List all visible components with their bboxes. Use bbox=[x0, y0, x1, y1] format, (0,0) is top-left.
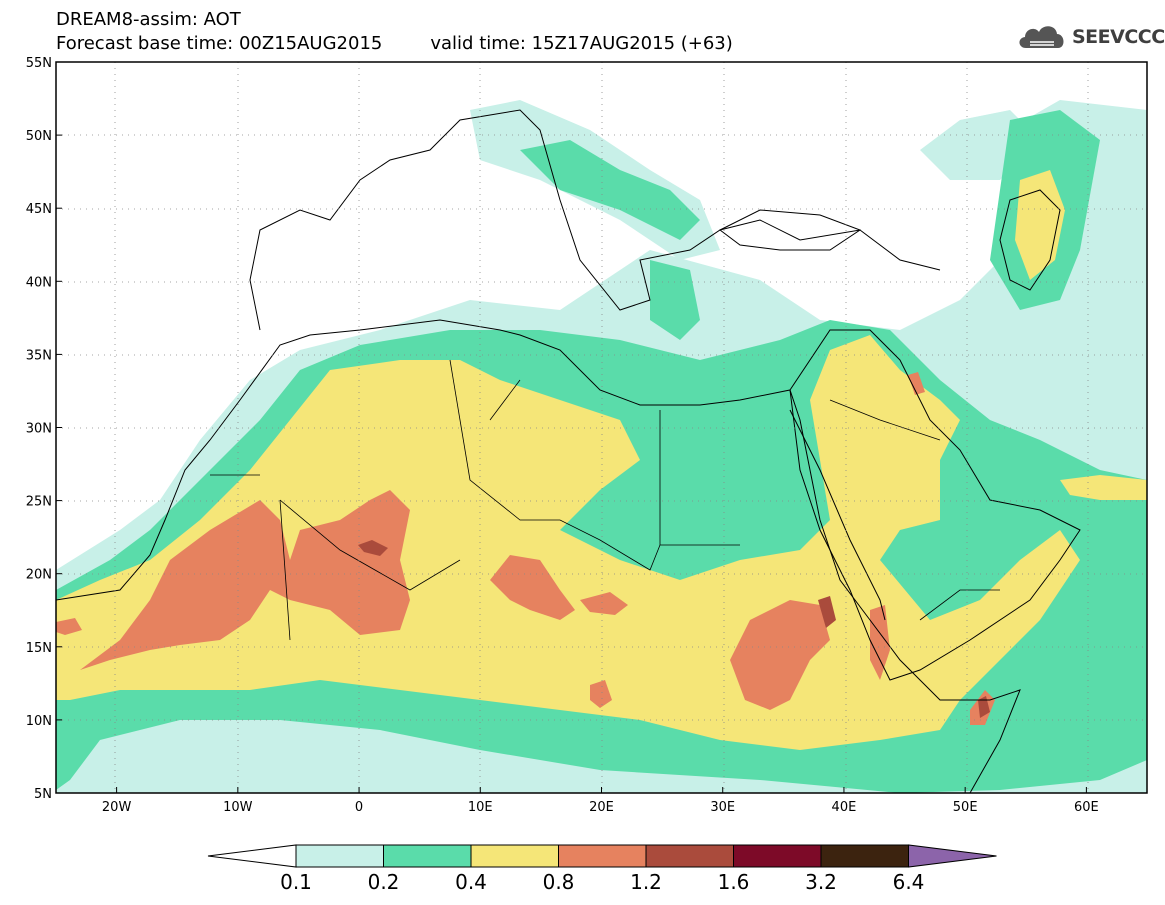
lon-label: 20E bbox=[589, 800, 614, 815]
time-info: Forecast base time: 00Z15AUG2015 valid ti… bbox=[56, 34, 733, 54]
europe-coastline bbox=[249, 109, 941, 331]
colorbar-segment bbox=[820, 844, 909, 868]
africa-coastline bbox=[56, 319, 1021, 793]
longitude-axis: 20W 10W 0 10E 20E 30E 40E 50E 60E bbox=[102, 787, 1099, 815]
red-sea-coastline bbox=[789, 409, 886, 621]
colorbar-over-triangle bbox=[908, 844, 997, 868]
lat-label: 25N bbox=[26, 495, 52, 510]
aot-level-0.8 bbox=[908, 372, 925, 395]
lat-label: 45N bbox=[26, 202, 52, 217]
lon-label: 0 bbox=[355, 800, 363, 815]
latitude-axis: 5N 10N 15N 20N 25N 30N 35N 40N 45N 50N 55N bbox=[26, 56, 62, 802]
aot-level-0.8 bbox=[80, 490, 410, 670]
colorbar-segment bbox=[645, 844, 734, 868]
aot-level-0.4 bbox=[56, 335, 1080, 750]
borders bbox=[210, 359, 1000, 641]
arabia-coastline bbox=[789, 329, 1081, 681]
lon-label: 10E bbox=[468, 800, 493, 815]
colorbar-level-label: 3.2 bbox=[805, 870, 837, 894]
aot-level-0.8 bbox=[490, 555, 575, 620]
aot-level-0.4 bbox=[1060, 475, 1147, 500]
lat-label: 40N bbox=[26, 275, 52, 290]
lat-label: 10N bbox=[26, 714, 52, 729]
lon-label: 60E bbox=[1074, 800, 1099, 815]
colorbar-segment bbox=[470, 844, 559, 868]
colorbar-segments bbox=[207, 844, 997, 868]
colorbar-segment bbox=[295, 844, 384, 868]
lon-label: 20W bbox=[102, 800, 132, 815]
colorbar-level-label: 6.4 bbox=[893, 870, 925, 894]
lon-label: 50E bbox=[953, 800, 978, 815]
aot-level-0.8 bbox=[590, 680, 612, 708]
aot-level-0.8 bbox=[56, 618, 82, 635]
colorbar-level-label: 1.2 bbox=[630, 870, 662, 894]
colorbar-level-label: 0.2 bbox=[368, 870, 400, 894]
aot-level-0.8 bbox=[870, 605, 890, 680]
colorbar-labels: 0.1 0.2 0.4 0.8 1.2 1.6 3.2 6.4 bbox=[280, 870, 924, 894]
aot-contours bbox=[56, 100, 1147, 793]
lat-label: 55N bbox=[26, 56, 52, 71]
seevccc-logo: SEEVCCC bbox=[1016, 20, 1165, 54]
aot-level-1.2 bbox=[358, 540, 388, 556]
colorbar-segment bbox=[733, 844, 822, 868]
coastlines bbox=[56, 109, 1081, 793]
map-title: DREAM8-assim: AOT bbox=[56, 9, 241, 30]
lat-label: 50N bbox=[26, 129, 52, 144]
aot-level-1.2 bbox=[818, 596, 836, 628]
lat-label: 15N bbox=[26, 641, 52, 656]
lat-label: 5N bbox=[34, 787, 52, 802]
colorbar-segment bbox=[383, 844, 472, 868]
base-time: Forecast base time: 00Z15AUG2015 bbox=[56, 33, 383, 54]
lon-label: 40E bbox=[832, 800, 857, 815]
colorbar-segment bbox=[558, 844, 647, 868]
valid-time: valid time: 15Z17AUG2015 (+63) bbox=[430, 33, 733, 54]
lat-label: 30N bbox=[26, 422, 52, 437]
aot-level-0.2 bbox=[520, 140, 700, 240]
colorbar-level-label: 0.1 bbox=[280, 870, 312, 894]
aot-level-0.2 bbox=[650, 260, 700, 340]
colorbar-level-label: 0.8 bbox=[543, 870, 575, 894]
caspian-coastline bbox=[999, 189, 1061, 291]
colorbar-under-triangle bbox=[207, 844, 297, 868]
aot-level-0.8 bbox=[580, 592, 628, 615]
aot-level-1.2 bbox=[978, 696, 990, 718]
lon-label: 10W bbox=[223, 800, 253, 815]
lat-label: 20N bbox=[26, 568, 52, 583]
lon-label: 30E bbox=[710, 800, 735, 815]
black-sea-coastline bbox=[719, 209, 862, 251]
colorbar-level-label: 1.6 bbox=[718, 870, 750, 894]
colorbar-level-label: 0.4 bbox=[455, 870, 487, 894]
logo-text: SEEVCCC bbox=[1072, 26, 1165, 48]
aot-level-0.4 bbox=[1015, 170, 1065, 280]
cloud-icon bbox=[1019, 26, 1064, 48]
aot-level-0.8 bbox=[730, 600, 830, 710]
lat-label: 35N bbox=[26, 348, 52, 363]
